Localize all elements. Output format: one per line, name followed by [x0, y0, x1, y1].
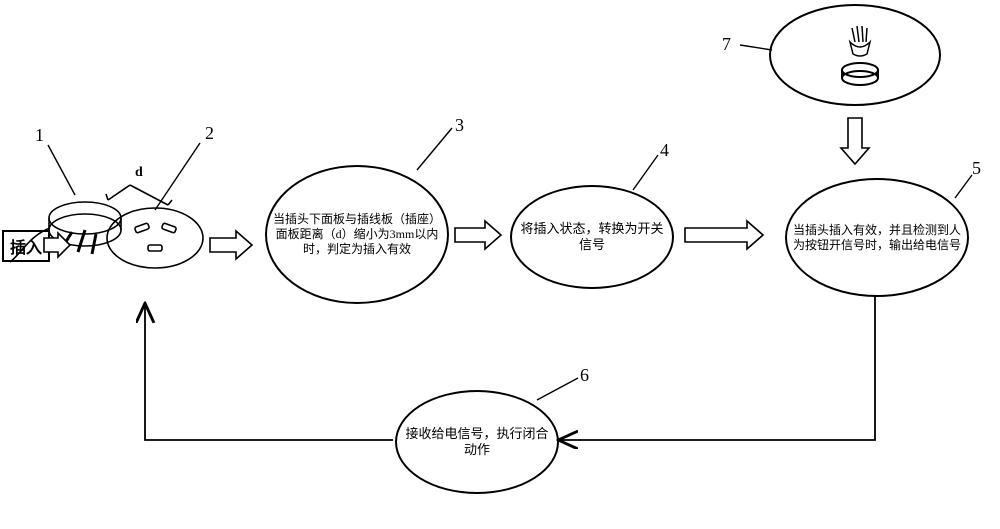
arrow-7-5 — [841, 118, 869, 164]
diagram-canvas: 插入 当插头下面板与插线板（插座）面板距离（d）缩小为3mm以内时，判定为插入有… — [0, 0, 1000, 529]
diagram-svg — [0, 0, 1000, 529]
plug-icon — [10, 185, 203, 268]
node-7 — [770, 5, 940, 105]
arrow-insert — [44, 233, 70, 257]
arrow-3-4 — [455, 221, 501, 249]
arrow-1-3 — [210, 231, 252, 259]
hand-icon — [850, 26, 870, 56]
arrow-4-5 — [685, 221, 763, 249]
